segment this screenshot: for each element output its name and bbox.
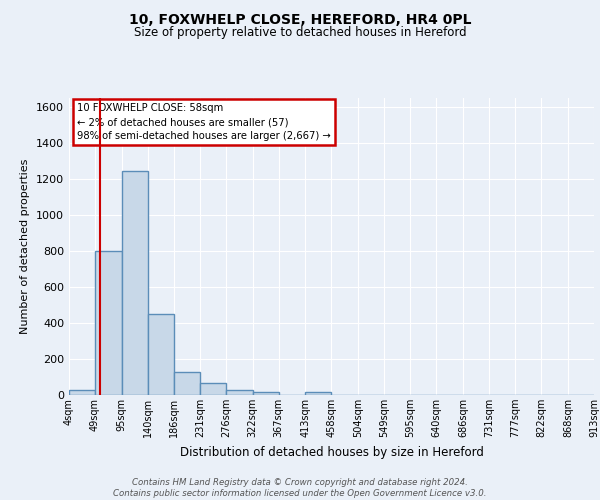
Bar	[69, 390, 95, 395]
Bar	[148, 314, 174, 395]
Text: 10 FOXWHELP CLOSE: 58sqm
← 2% of detached houses are smaller (57)
98% of semi-de: 10 FOXWHELP CLOSE: 58sqm ← 2% of detache…	[77, 104, 331, 142]
Text: 10, FOXWHELP CLOSE, HEREFORD, HR4 0PL: 10, FOXWHELP CLOSE, HEREFORD, HR4 0PL	[129, 12, 471, 26]
Bar	[305, 392, 331, 395]
Text: Contains HM Land Registry data © Crown copyright and database right 2024.
Contai: Contains HM Land Registry data © Crown c…	[113, 478, 487, 498]
Bar	[122, 172, 148, 395]
Text: Size of property relative to detached houses in Hereford: Size of property relative to detached ho…	[134, 26, 466, 39]
X-axis label: Distribution of detached houses by size in Hereford: Distribution of detached houses by size …	[179, 446, 484, 458]
Bar	[253, 392, 278, 395]
Bar	[95, 251, 122, 395]
Y-axis label: Number of detached properties: Number of detached properties	[20, 158, 31, 334]
Bar	[174, 372, 200, 395]
Bar	[226, 390, 253, 395]
Bar	[200, 384, 226, 395]
